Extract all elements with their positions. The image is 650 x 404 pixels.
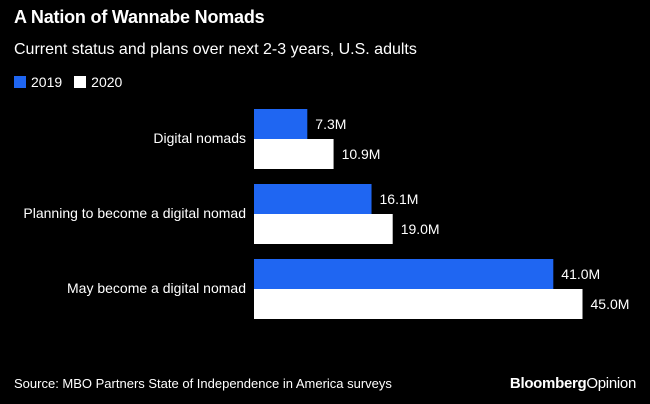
legend-label-2019: 2019 bbox=[31, 74, 63, 90]
data-label: 19.0M bbox=[401, 221, 440, 237]
source-note: Source: MBO Partners State of Independen… bbox=[14, 376, 392, 391]
brand-opinion: Opinion bbox=[586, 375, 636, 392]
brand-logo: BloombergOpinion bbox=[510, 375, 636, 392]
category-label: Digital nomads bbox=[153, 130, 246, 146]
legend: 2019 2020 bbox=[14, 74, 134, 90]
legend-item-2020: 2020 bbox=[74, 74, 122, 90]
category-label: Planning to become a digital nomad bbox=[23, 205, 246, 221]
bar-2019 bbox=[254, 109, 308, 139]
data-label: 10.9M bbox=[342, 146, 381, 162]
bar-2020 bbox=[254, 139, 334, 169]
category-label: May become a digital nomad bbox=[67, 280, 246, 296]
data-label: 7.3M bbox=[315, 116, 346, 132]
chart-title: A Nation of Wannabe Nomads bbox=[14, 7, 265, 27]
bar-2020 bbox=[254, 289, 583, 319]
data-label: 41.0M bbox=[561, 266, 600, 282]
legend-swatch-2020 bbox=[74, 76, 87, 88]
chart-subtitle: Current status and plans over next 2-3 y… bbox=[14, 41, 417, 58]
legend-label-2020: 2020 bbox=[91, 74, 123, 90]
brand-bloomberg: Bloomberg bbox=[509, 375, 587, 392]
data-label: 16.1M bbox=[380, 191, 419, 207]
legend-item-2019: 2019 bbox=[14, 74, 62, 90]
bar-2019 bbox=[254, 259, 554, 289]
data-label: 45.0M bbox=[591, 296, 630, 312]
bar-2019 bbox=[254, 184, 372, 214]
bar-2020 bbox=[254, 214, 393, 244]
legend-swatch-2019 bbox=[14, 76, 26, 88]
